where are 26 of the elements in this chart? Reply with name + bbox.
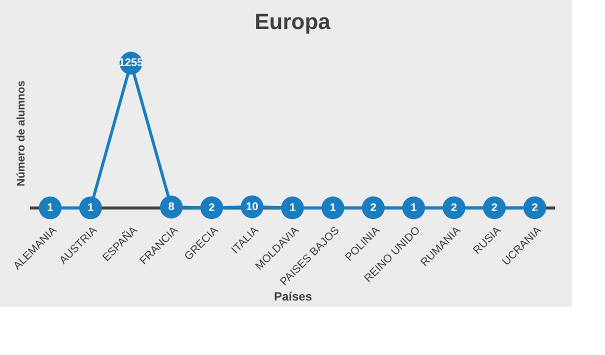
data-label: 1	[47, 202, 54, 214]
point	[483, 196, 506, 220]
data-label: 2	[450, 202, 458, 214]
data-label: 1	[410, 202, 417, 214]
point	[200, 196, 224, 220]
data-label: 2	[532, 202, 538, 214]
data-label: 2	[491, 202, 498, 214]
point	[523, 196, 546, 220]
point	[160, 196, 183, 218]
x-axis-title: Países	[274, 289, 312, 304]
point	[79, 196, 102, 220]
data-label: 1	[289, 202, 296, 214]
data-label: 2	[370, 202, 376, 214]
point	[362, 196, 385, 220]
point	[321, 196, 344, 220]
point	[38, 196, 62, 220]
y-axis-title: Número de alumnos	[16, 80, 28, 186]
point	[442, 196, 466, 220]
data-label: 10	[246, 200, 258, 213]
data-label: 2	[208, 202, 215, 214]
point	[281, 196, 304, 220]
data-label: 1	[330, 202, 336, 214]
data-label: 1	[88, 202, 94, 214]
chart-title: Europa	[254, 8, 332, 34]
point	[402, 196, 426, 220]
data-label: 8	[168, 201, 174, 214]
